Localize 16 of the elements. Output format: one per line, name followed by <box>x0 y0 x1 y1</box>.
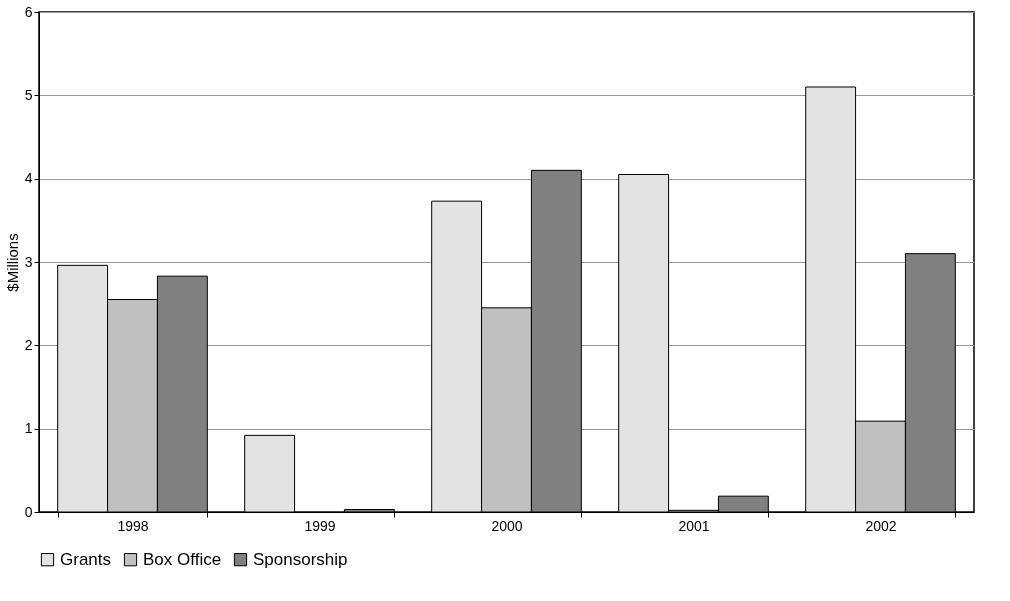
y-tick-label: 4 <box>24 170 33 187</box>
x-tick-label: 1999 <box>304 517 336 534</box>
legend-label: Grants <box>60 549 112 569</box>
x-tick-label: 1998 <box>117 517 149 534</box>
y-tick-label: 5 <box>24 86 33 103</box>
y-axis-title: $Millions <box>3 233 21 292</box>
legend-label: Box Office <box>143 549 222 569</box>
x-tick-label: 2002 <box>865 517 897 534</box>
x-tick-label: 2000 <box>491 517 523 534</box>
y-tick-label: 3 <box>24 253 33 270</box>
y-tick-label: 0 <box>24 503 33 520</box>
legend-label: Sponsorship <box>253 549 348 569</box>
y-tick-label: 2 <box>24 336 33 353</box>
y-tick-label: 6 <box>24 3 33 20</box>
y-tick-label: 1 <box>24 420 33 437</box>
x-tick-label: 2001 <box>678 517 710 534</box>
